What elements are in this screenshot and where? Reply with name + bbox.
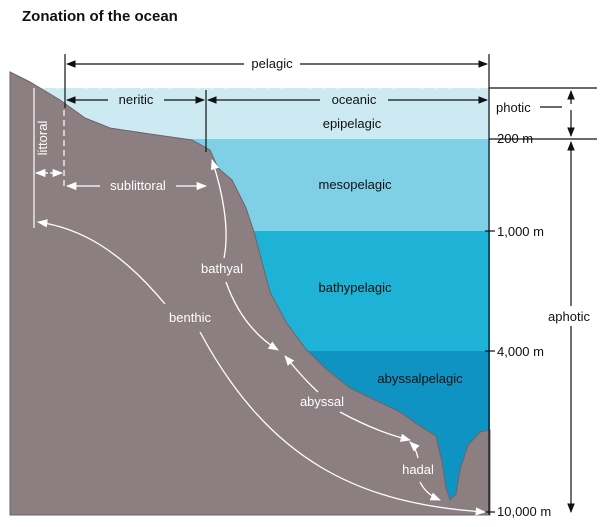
abyssalpelagic-label: abyssalpelagic xyxy=(377,371,463,386)
oceanic-label: oceanic xyxy=(332,92,377,107)
sublittoral-label: sublittoral xyxy=(110,178,166,193)
hadal-label: hadal xyxy=(402,462,434,477)
depth-label-10000m: 10,000 m xyxy=(497,504,551,519)
pelagic-label: pelagic xyxy=(251,56,293,71)
bathypelagic-label: bathypelagic xyxy=(319,280,392,295)
abyssal-label: abyssal xyxy=(300,394,344,409)
epipelagic-label: epipelagic xyxy=(323,116,382,131)
page-title: Zonation of the ocean xyxy=(22,8,178,25)
aphotic-label: aphotic xyxy=(548,309,590,324)
depth-label-200m: 200 m xyxy=(497,131,533,146)
bathyal-label: bathyal xyxy=(201,261,243,276)
mesopelagic-label: mesopelagic xyxy=(319,177,392,192)
sea-surface-waves xyxy=(29,84,493,89)
seafloor xyxy=(9,71,491,516)
littoral-label: littoral xyxy=(35,121,50,156)
benthic-label: benthic xyxy=(169,310,211,325)
photic-label: photic xyxy=(496,100,531,115)
neritic-label: neritic xyxy=(119,92,154,107)
depth-label-4000m: 4,000 m xyxy=(497,344,544,359)
depth-label-1000m: 1,000 m xyxy=(497,224,544,239)
